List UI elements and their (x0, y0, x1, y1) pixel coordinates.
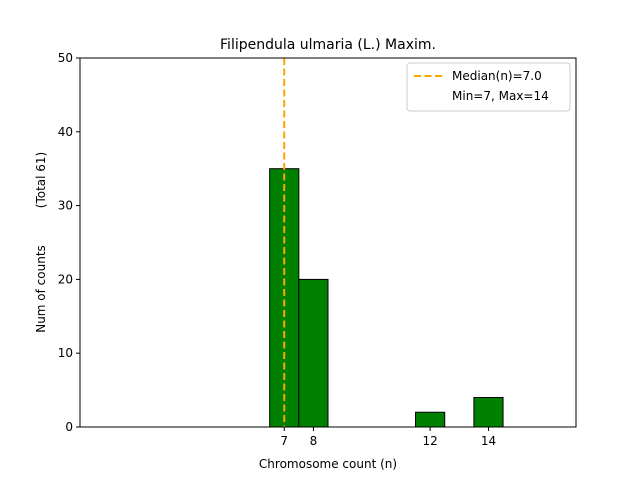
bar-n-8 (298, 278, 329, 428)
y-axis-total-label: (Total 61) (34, 152, 48, 208)
x-tick-label-12: 12 (422, 434, 437, 448)
y-axis-label: Num of counts (34, 245, 48, 333)
x-tick-label-8: 8 (310, 434, 318, 448)
y-tick-label-0: 0 (65, 420, 73, 434)
x-tick-label-14: 14 (481, 434, 496, 448)
y-tick-label-10: 10 (58, 346, 73, 360)
y-tick-label-30: 30 (58, 199, 73, 213)
x-tick-label-7: 7 (280, 434, 288, 448)
y-tick-label-40: 40 (58, 125, 73, 139)
axes-frame (79, 57, 577, 428)
chart-title: Filipendula ulmaria (L.) Maxim. (220, 37, 436, 53)
plot-area: 7 8 12 14 0 10 20 30 40 50 (58, 51, 577, 448)
bar-n-14 (473, 396, 504, 428)
bar-n-12 (415, 411, 446, 428)
legend-entry-median: Median(n)=7.0 (452, 69, 542, 83)
y-tick-label-50: 50 (58, 51, 73, 65)
legend-entry-minmax: Min=7, Max=14 (452, 89, 549, 103)
x-axis-label: Chromosome count (n) (259, 457, 397, 471)
y-tick-label-20: 20 (58, 272, 73, 286)
legend: Median(n)=7.0 Min=7, Max=14 (406, 62, 571, 112)
legend-box (406, 62, 571, 112)
